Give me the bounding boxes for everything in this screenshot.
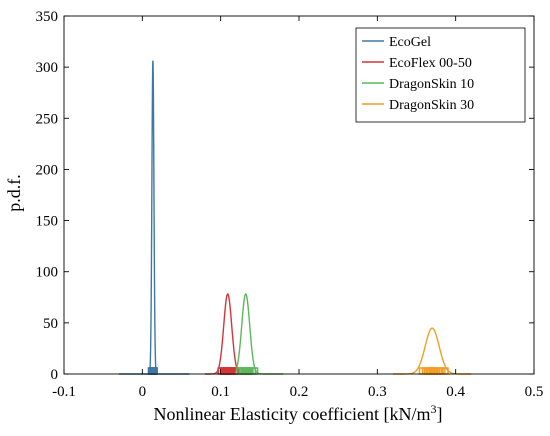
y-tick-label-4: 200 xyxy=(36,162,59,178)
legend-label-2: DragonSkin 10 xyxy=(389,77,474,92)
legend-label-3: DragonSkin 30 xyxy=(389,98,474,113)
y-tick-label-2: 100 xyxy=(36,265,59,281)
y-axis-title: p.d.f. xyxy=(4,174,24,212)
series-curve-1 xyxy=(205,293,252,375)
legend-box xyxy=(355,27,526,123)
x-tick-label-4: 0.3 xyxy=(368,384,387,400)
y-tick-label-6: 300 xyxy=(36,60,59,76)
sample-markers-layer xyxy=(147,367,449,375)
x-tick-label-0: -0.1 xyxy=(52,384,76,400)
x-tick-label-6: 0.5 xyxy=(525,384,544,400)
y-tick-label-3: 150 xyxy=(36,214,59,230)
series-curve-3 xyxy=(393,327,472,375)
x-axis-title: Nonlinear Elasticity coefficient [kN/m3] xyxy=(153,402,442,424)
y-tick-label-7: 350 xyxy=(36,9,59,25)
legend: EcoGel EcoFlex 00-50 DragonSkin 10 DragonSk… xyxy=(355,27,526,123)
legend-label-1: EcoFlex 00-50 xyxy=(389,56,472,71)
x-tick-label-3: 0.2 xyxy=(290,384,309,400)
y-tick-label-0: 0 xyxy=(51,367,59,383)
axes-layer: -0.1 0 0.1 0.2 0.3 0.4 0.505010015020025030035… xyxy=(36,9,544,400)
x-tick-label-2: 0.1 xyxy=(211,384,230,400)
x-tick-label-1: 0 xyxy=(139,384,147,400)
y-tick-label-5: 250 xyxy=(36,111,59,127)
series-curve-0 xyxy=(118,60,190,375)
y-tick-label-1: 50 xyxy=(43,316,58,332)
x-tick-label-5: 0.4 xyxy=(446,384,465,400)
legend-label-0: EcoGel xyxy=(389,35,431,50)
